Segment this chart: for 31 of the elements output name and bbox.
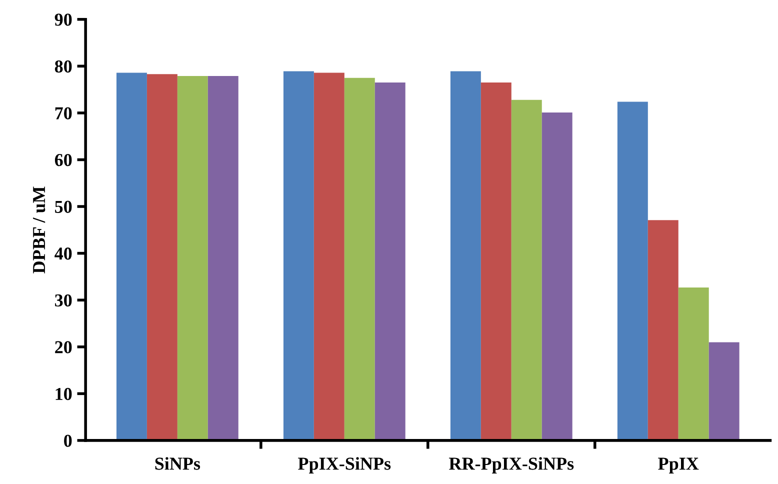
bar	[480, 82, 512, 440]
bar	[450, 71, 481, 440]
bar	[678, 287, 709, 440]
bar	[511, 100, 542, 440]
y-tick-label: 20	[55, 341, 72, 354]
y-tick-label: 60	[54, 154, 72, 166]
y-tick-label: 70	[55, 107, 72, 120]
bar	[146, 74, 178, 440]
y-tick-label: 10	[56, 388, 72, 400]
y-axis-title: DPBF / uM	[33, 186, 46, 274]
y-tick-label: 40	[54, 248, 72, 260]
y-tick-label: 0	[64, 434, 72, 447]
x-tick-label: PpIX-SiNPs	[298, 457, 391, 474]
x-tick-label: PpIX	[658, 458, 699, 474]
y-tick-label: 90	[54, 14, 72, 26]
x-tick-label: RR-PpIX-SiNPs	[449, 457, 574, 474]
bar	[708, 342, 740, 440]
bar	[344, 78, 375, 440]
bar	[542, 112, 572, 440]
bar	[617, 102, 648, 440]
y-tick-label: 80	[54, 60, 72, 73]
bar	[374, 82, 406, 440]
bar	[116, 72, 147, 440]
x-tick-label: SiNPs	[155, 457, 200, 470]
y-tick-label: 50	[55, 200, 72, 213]
bar	[177, 76, 208, 440]
bar	[208, 76, 238, 440]
bar	[283, 71, 314, 440]
y-tick-label: 30	[55, 294, 72, 307]
bar	[314, 72, 344, 440]
bar	[648, 220, 678, 440]
